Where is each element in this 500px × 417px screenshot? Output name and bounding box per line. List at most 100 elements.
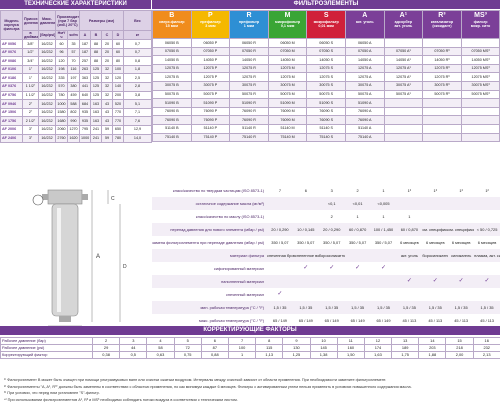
- property-value: [448, 210, 474, 223]
- spec-cell: 780: [55, 90, 68, 101]
- correction-value: 0,75: [173, 351, 202, 359]
- spec-cell: 780: [112, 133, 124, 144]
- spec-cell: 35: [67, 39, 80, 49]
- property-label: класс/качество по маслу (ISO 8573-1): [195, 214, 264, 219]
- filter-row: 14050 B 14050 P 14050 R 14050 M 14050 S 14050…: [152, 55, 500, 65]
- spec-cell: 650: [112, 124, 124, 135]
- filter-part-cell: 12075 MS³: [460, 72, 500, 82]
- filter-rating: (оксидант): [432, 24, 452, 28]
- spec-cell: 70: [67, 56, 80, 66]
- property-value: [345, 275, 371, 288]
- spec-cell: 16/232: [38, 39, 56, 49]
- property-value: 1,5 / 35: [480, 305, 494, 310]
- spec-cell: 3": [22, 124, 39, 135]
- filter-housing-illustration: A B C D: [32, 189, 127, 330]
- check-icon: ✓: [355, 265, 361, 271]
- correction-value: 130: [282, 344, 311, 352]
- property-value: см. спецификацию: [422, 227, 449, 232]
- col-cap-unit2: scfm: [67, 30, 80, 40]
- spec-cell: 3": [22, 133, 39, 144]
- filter-code: A: [362, 12, 368, 19]
- property-value: 65 / 149: [298, 318, 313, 323]
- spec-cell: 7,6: [123, 116, 152, 126]
- filter-rating: 1 мкм: [243, 24, 255, 28]
- spec-row: AF 1756 2 1/2" 16/232 1680 990 935 163 43 770 7,6: [0, 116, 152, 126]
- property-value: [371, 275, 397, 288]
- filter-part-cell: 12075 P: [190, 72, 231, 82]
- col-weight-unit: кг: [123, 30, 152, 40]
- property-value: плазма, акт. сито: [474, 253, 500, 258]
- spec-cell: 1/2": [22, 47, 39, 58]
- col-dim-c: C: [101, 30, 113, 40]
- spec-cell: 263: [79, 64, 91, 75]
- property-value: 10 / 0,145: [297, 227, 315, 232]
- spec-cell: 0,7: [123, 47, 152, 58]
- filter-part-cell: [422, 98, 462, 108]
- property-label: перепад давления для нового элемента (мб…: [170, 227, 264, 232]
- property-value: 1: [356, 214, 359, 219]
- correction-value: 203: [418, 344, 447, 352]
- spec-cell: 125: [90, 90, 102, 101]
- model-cell: AF 0076: [0, 47, 23, 58]
- property-value: 65 / 149: [324, 318, 339, 323]
- filter-part-cell: 51140 B: [152, 123, 192, 134]
- filter-part-cell: 14050 R: [229, 55, 269, 65]
- property-value: 20 / 0,290: [323, 227, 341, 232]
- filter-part-cell: 76090 R: [229, 106, 269, 117]
- property-value: [319, 288, 345, 301]
- check-icon: ✓: [458, 278, 464, 284]
- dim-label-d: D: [123, 264, 127, 270]
- property-value: 20 / 0,290: [271, 227, 289, 232]
- property-label: замена фильтроэлемента при перепаде давл…: [152, 240, 265, 245]
- correction-value: 44: [119, 344, 148, 352]
- spec-cell: 241: [90, 124, 102, 135]
- property-value: [448, 197, 474, 210]
- spec-cell: 200: [112, 90, 124, 101]
- correction-value: 1,13: [255, 351, 284, 359]
- filter-part-cell: 12075 S: [306, 63, 346, 74]
- model-cell: AF 1506: [0, 107, 23, 118]
- spec-cell: 770: [112, 107, 124, 118]
- spec-cell: 140: [112, 81, 124, 92]
- filter-row: 30075 B 30075 P 30075 R 30075 M 30075 S 30075…: [152, 80, 500, 91]
- spec-cell: 441: [79, 81, 91, 92]
- correction-value: 2,13: [472, 351, 500, 359]
- filter-part-cell: 51140 A: [344, 123, 385, 134]
- property-value: [267, 275, 293, 288]
- property-value: акт. уголь: [400, 253, 418, 258]
- check-icon: ✓: [484, 278, 490, 284]
- filter-part-cell: 14050 B: [152, 55, 192, 65]
- model-cell: AF 0376: [0, 81, 23, 92]
- filter-row: 06050 B 06050 P 06050 R 06050 M 06050 S 06050…: [152, 38, 500, 48]
- spec-cell: 684: [79, 99, 91, 109]
- spec-row: AF 0076 1/2" 16/232 96 57 187 88 20 60 0,7: [0, 47, 152, 58]
- filter-part-cell: [383, 115, 424, 125]
- model-cell: AF 0946: [0, 99, 23, 109]
- filter-part-cell: 51090 B: [152, 98, 192, 108]
- correction-label: Корректирующий фактор: [0, 351, 93, 359]
- filter-part-cell: 75140 B: [152, 132, 192, 143]
- filter-part-cell: 06050 A: [344, 38, 385, 48]
- correction-value: 8: [255, 337, 284, 345]
- property-value: спеченная бронза: [267, 253, 293, 258]
- property-value: 45 / 113: [454, 318, 469, 323]
- correction-value: 10: [309, 337, 338, 345]
- property-value: [293, 197, 319, 210]
- spec-cell: 59: [101, 124, 113, 135]
- col-pressure: Макс. давление: [38, 10, 56, 31]
- property-value: боросиликатное микроволокно: [318, 253, 345, 258]
- correction-value: 3: [119, 337, 148, 345]
- filter-part-cell: [422, 132, 462, 143]
- property-value: [448, 262, 474, 275]
- filter-row: 51090 B 51090 P 51090 R 51090 M 51090 S 51090…: [152, 98, 500, 108]
- spec-cell: 363: [79, 73, 91, 83]
- filter-type: префильтр: [200, 20, 221, 24]
- correction-value: 9: [282, 337, 311, 345]
- property-value: [474, 197, 500, 210]
- spec-cell: 335: [55, 73, 68, 83]
- filter-part-cell: 76090 P: [190, 115, 231, 125]
- correction-value: 2,00: [445, 351, 474, 359]
- correction-value: 189: [391, 344, 420, 352]
- spec-cell: 459: [67, 90, 80, 101]
